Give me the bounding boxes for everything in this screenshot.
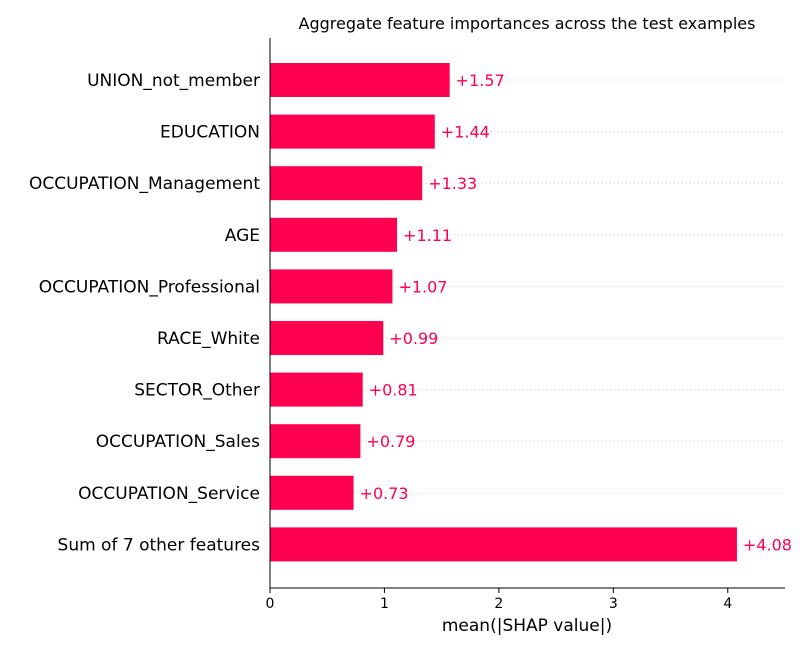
bar xyxy=(270,166,423,201)
value-labels: +1.57 +1.44 +1.33 +1.11 +1.07 +0.99 +0.81 +0.79… xyxy=(360,71,792,554)
value-label: +0.79 xyxy=(366,432,415,451)
value-label: +0.81 xyxy=(369,381,418,400)
value-label: +0.73 xyxy=(360,484,409,503)
grid-lines xyxy=(270,79,785,545)
category-label: OCCUPATION_Service xyxy=(78,484,260,504)
bar xyxy=(270,372,363,407)
bar xyxy=(270,217,398,252)
x-axis-title: mean(|SHAP value|) xyxy=(442,616,612,636)
category-label: SECTOR_Other xyxy=(134,381,260,401)
chart-title: Aggregate feature importances across the… xyxy=(299,14,756,33)
value-label: +1.44 xyxy=(441,123,490,142)
value-label: +1.07 xyxy=(398,277,447,296)
category-label: Sum of 7 other features xyxy=(58,535,261,555)
bar xyxy=(270,475,354,510)
category-labels: UNION_not_member EDUCATION OCCUPATION_Mana… xyxy=(29,71,260,555)
bar xyxy=(270,527,737,562)
value-label: +1.11 xyxy=(403,226,452,245)
value-label: +4.08 xyxy=(743,535,792,554)
x-tick-label: 4 xyxy=(723,596,732,612)
x-tick-label: 0 xyxy=(266,596,275,612)
bar xyxy=(270,424,361,459)
category-label: UNION_not_member xyxy=(87,71,260,91)
axes: 0 1 2 3 4 xyxy=(266,38,785,612)
bars xyxy=(270,63,737,562)
category-label: OCCUPATION_Sales xyxy=(96,432,260,452)
category-label: OCCUPATION_Management xyxy=(29,174,260,194)
x-tick-label: 2 xyxy=(494,596,503,612)
category-label: OCCUPATION_Professional xyxy=(39,277,260,297)
category-label: EDUCATION xyxy=(160,123,260,143)
x-tick-label: 3 xyxy=(609,596,618,612)
bar xyxy=(270,269,393,304)
value-label: +1.33 xyxy=(428,174,477,193)
value-label: +1.57 xyxy=(456,71,505,90)
bar xyxy=(270,63,450,97)
bar xyxy=(270,114,435,149)
bar xyxy=(270,321,384,355)
category-label: AGE xyxy=(225,226,260,246)
category-label: RACE_White xyxy=(157,329,260,349)
value-label: +0.99 xyxy=(389,329,438,348)
x-tick-label: 1 xyxy=(380,596,389,612)
